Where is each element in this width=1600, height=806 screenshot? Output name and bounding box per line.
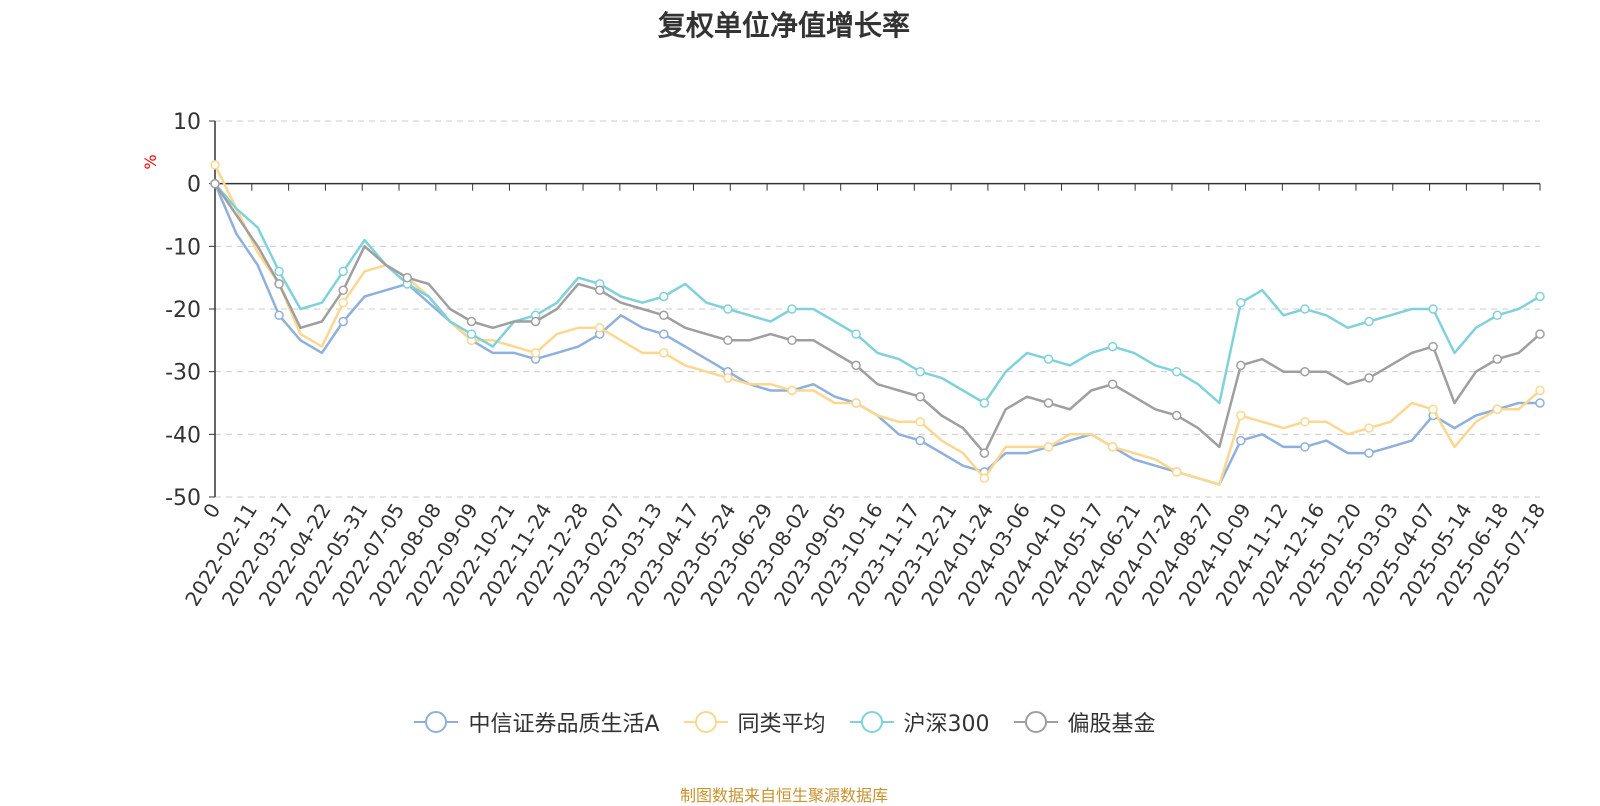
series-line-3 [213, 182, 1541, 455]
data-point [338, 266, 348, 277]
data-point [1171, 366, 1182, 377]
data-point [915, 391, 925, 402]
data-point [1236, 297, 1246, 308]
grid-lines [215, 120, 1540, 498]
data-point [851, 398, 861, 408]
data-point [1428, 341, 1438, 352]
series-lines [210, 160, 1545, 486]
legend-item-0[interactable]: 中信证券品质生活A [412, 706, 660, 738]
data-point [594, 323, 605, 333]
data-point [915, 417, 925, 427]
data-point [723, 304, 733, 314]
data-point [338, 297, 348, 308]
data-point [530, 348, 541, 358]
data-point [338, 316, 348, 327]
data-point [210, 160, 220, 170]
y-tick-label: -20 [165, 298, 201, 323]
legend-item-3[interactable]: 偏股基金 [1012, 706, 1156, 738]
data-point [274, 279, 284, 289]
tick-labels: 100-10-20-30-40-5002022-02-112022-03-172… [165, 110, 1550, 610]
legend-marker-icon [414, 711, 459, 733]
data-point [787, 385, 797, 396]
data-point [1236, 360, 1246, 371]
data-point [1428, 404, 1438, 415]
legend-item-1[interactable]: 同类平均 [682, 706, 826, 738]
source-note: 制图数据来自恒生聚源数据库 [679, 786, 888, 805]
data-point [1107, 442, 1118, 452]
data-point [1300, 442, 1310, 452]
data-point [851, 360, 861, 371]
data-point [1364, 316, 1374, 327]
data-point [1107, 379, 1118, 389]
data-point [274, 266, 284, 277]
data-point [979, 448, 990, 458]
data-point [274, 310, 284, 321]
data-point [659, 329, 669, 339]
data-point [1492, 310, 1503, 321]
y-tick-label: -30 [165, 361, 201, 386]
legend-label: 中信证券品质生活A [468, 712, 660, 737]
data-point [1535, 291, 1545, 302]
y-axis-unit-label: % [141, 154, 160, 169]
data-point [1492, 354, 1503, 364]
data-point [402, 272, 413, 283]
legend-marker-icon [849, 711, 894, 733]
legend-marker-icon [1013, 711, 1058, 733]
legend-label: 沪深300 [903, 712, 990, 737]
data-point [1300, 417, 1310, 427]
data-point [1043, 442, 1054, 452]
data-point [210, 178, 220, 189]
y-tick-label: 0 [187, 173, 201, 198]
data-point [851, 329, 861, 339]
data-point [1364, 448, 1374, 458]
data-point [659, 348, 669, 358]
data-point [979, 473, 990, 483]
data-point [1300, 304, 1310, 314]
data-point [1364, 373, 1374, 383]
data-point [530, 316, 541, 327]
series-line-2 [214, 182, 1541, 405]
data-point [466, 316, 477, 327]
series-line-0 [213, 183, 1540, 486]
data-point [787, 304, 797, 314]
data-point [915, 435, 925, 446]
data-point [1535, 398, 1545, 408]
data-point [1107, 341, 1118, 352]
data-point [466, 329, 477, 339]
data-point [1236, 410, 1246, 421]
legend-item-2[interactable]: 沪深300 [848, 706, 990, 738]
legend-label: 同类平均 [737, 712, 826, 737]
legend-marker-icon [683, 711, 728, 733]
data-point [659, 291, 669, 302]
data-point [1535, 329, 1545, 339]
legend: 中信证券品质生活A 同类平均 沪深300 偏股基金 [0, 706, 1568, 738]
data-point [1364, 423, 1374, 433]
data-point [1236, 435, 1246, 446]
data-point [338, 285, 348, 295]
y-tick-label: -40 [165, 423, 201, 448]
data-point [979, 398, 990, 408]
data-point [1300, 366, 1310, 377]
y-tick-label: -50 [165, 486, 201, 511]
data-point [1535, 385, 1545, 396]
data-point [1492, 404, 1503, 415]
y-tick-label: 10 [173, 110, 201, 135]
data-point [1171, 410, 1182, 421]
chart-title: 复权单位净值增长率 [657, 9, 910, 42]
data-point [659, 310, 669, 321]
data-point [594, 285, 605, 295]
y-tick-label: -10 [165, 235, 201, 260]
data-point [1043, 398, 1054, 408]
data-point [1428, 304, 1438, 314]
data-point [1043, 354, 1054, 364]
data-point [723, 335, 733, 346]
data-point [787, 335, 797, 346]
data-point [1171, 467, 1182, 477]
x-tick-label: 0 [198, 499, 225, 523]
data-point [915, 366, 925, 377]
data-point [723, 373, 733, 383]
legend-label: 偏股基金 [1067, 712, 1156, 737]
